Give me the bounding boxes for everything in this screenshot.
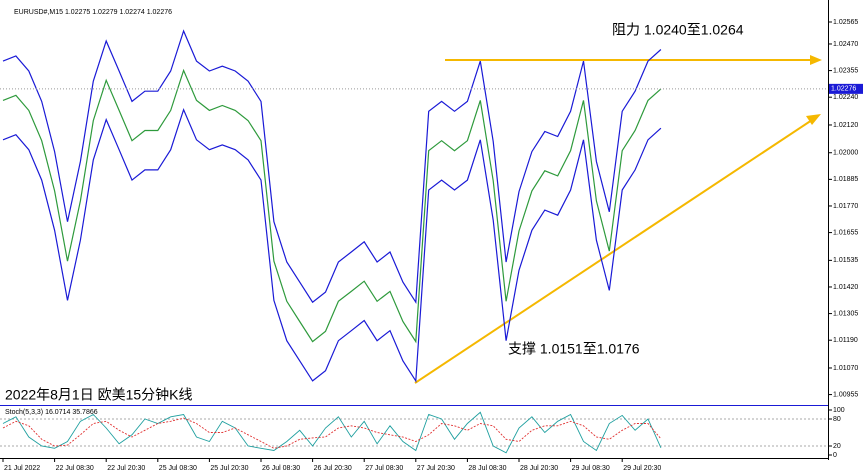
x-tick-label: 27 Jul 08:30 — [365, 465, 403, 472]
y-tick-label: 1.01535 — [833, 257, 858, 264]
x-tick-label: 26 Jul 20:30 — [314, 465, 352, 472]
x-tick-label: 27 Jul 20:30 — [417, 465, 455, 472]
y-tick-label: 1.02355 — [833, 67, 858, 74]
x-tick-label: 21 Jul 2022 — [4, 465, 40, 472]
stoch-line — [2, 417, 662, 449]
x-tick-label: 29 Jul 20:30 — [623, 465, 661, 472]
y-tick-label: 1.02240 — [833, 94, 858, 101]
y-tick-label: 1.02000 — [833, 150, 858, 157]
last-price-box — [829, 83, 863, 94]
y-tick-label: 1.01770 — [833, 203, 858, 210]
x-tick-label: 22 Jul 20:30 — [107, 465, 145, 472]
y-tick-label: 1.02565 — [833, 19, 858, 26]
x-tick-label: 28 Jul 08:30 — [468, 465, 506, 472]
band-line — [2, 107, 662, 383]
y-tick-label: 100 — [833, 407, 845, 414]
x-tick-label: 26 Jul 08:30 — [262, 465, 300, 472]
y-tick-label: 0 — [833, 452, 837, 459]
chart-title: 2022年8月1日 欧美15分钟K线 — [5, 387, 193, 403]
y-tick-label: 1.02470 — [833, 41, 858, 48]
y-tick-label: 1.01190 — [833, 337, 858, 344]
arrow-head — [806, 114, 821, 125]
y-tick-label: 1.01305 — [833, 310, 858, 317]
price-line — [2, 68, 662, 344]
y-tick-label: 1.01885 — [833, 176, 858, 183]
support-line — [414, 119, 813, 384]
arrow-head — [810, 55, 822, 65]
y-tick-label: 1.01070 — [833, 365, 858, 372]
stoch-line — [2, 411, 662, 454]
y-tick-label: 1.01420 — [833, 284, 858, 291]
stoch-label: Stoch(5,3,3) 16.0714 35.7866 — [5, 409, 98, 416]
annotation: 支撑 1.0151至1.0176 — [508, 341, 640, 357]
y-tick-label: 1.00955 — [833, 391, 858, 398]
y-tick-label: 20 — [833, 443, 841, 450]
annotation: 阻力 1.0240至1.0264 — [612, 22, 744, 38]
x-tick-label: 28 Jul 20:30 — [520, 465, 558, 472]
x-tick-label: 29 Jul 08:30 — [572, 465, 610, 472]
y-tick-label: 1.02120 — [833, 122, 858, 129]
band-line — [2, 29, 662, 305]
last-price-label: 1.02276 — [831, 86, 856, 93]
x-tick-label: 25 Jul 08:30 — [159, 465, 197, 472]
y-tick-label: 80 — [833, 416, 841, 423]
symbol-header: EURUSD#,M15 1.02275 1.02279 1.02274 1.02… — [14, 9, 172, 16]
x-tick-label: 25 Jul 20:30 — [210, 465, 248, 472]
y-tick-label: 1.01655 — [833, 229, 858, 236]
x-tick-label: 22 Jul 08:30 — [56, 465, 94, 472]
